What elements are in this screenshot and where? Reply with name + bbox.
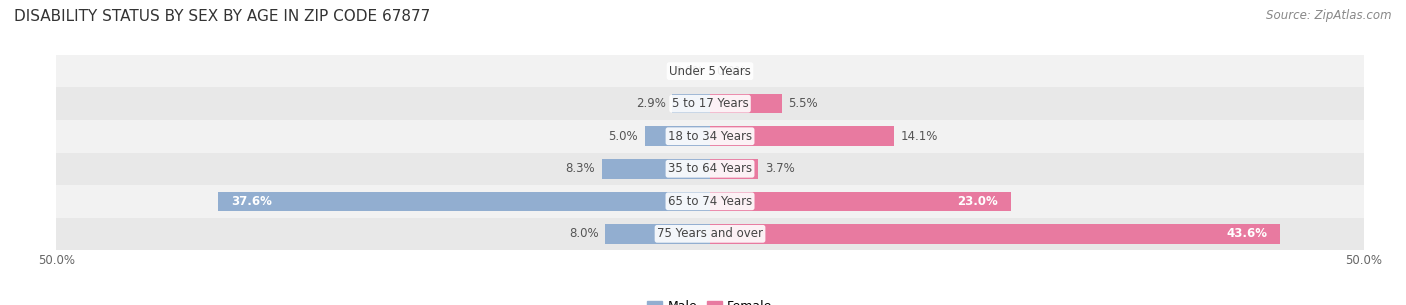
Text: 8.3%: 8.3%	[565, 162, 595, 175]
Text: 43.6%: 43.6%	[1226, 227, 1267, 240]
Bar	[710, 127, 894, 146]
Bar	[710, 159, 758, 178]
Text: 75 Years and over: 75 Years and over	[657, 227, 763, 240]
Text: 5.5%: 5.5%	[789, 97, 818, 110]
Text: Source: ZipAtlas.com: Source: ZipAtlas.com	[1267, 9, 1392, 22]
Text: 0.0%: 0.0%	[717, 65, 747, 78]
Text: 35 to 64 Years: 35 to 64 Years	[668, 162, 752, 175]
Bar	[710, 224, 1279, 244]
Bar	[710, 192, 1011, 211]
Bar	[56, 152, 1364, 185]
Text: 2.9%: 2.9%	[636, 97, 665, 110]
Bar	[644, 127, 710, 146]
Bar	[672, 94, 710, 113]
Bar	[606, 224, 710, 244]
Text: Under 5 Years: Under 5 Years	[669, 65, 751, 78]
Text: 18 to 34 Years: 18 to 34 Years	[668, 130, 752, 143]
Legend: Male, Female: Male, Female	[643, 295, 778, 305]
Text: 0.0%: 0.0%	[673, 65, 703, 78]
Bar	[56, 120, 1364, 152]
Bar	[56, 217, 1364, 250]
Bar	[710, 94, 782, 113]
Bar	[602, 159, 710, 178]
Text: 23.0%: 23.0%	[957, 195, 998, 208]
Bar	[218, 192, 710, 211]
Text: 37.6%: 37.6%	[232, 195, 273, 208]
Text: 5 to 17 Years: 5 to 17 Years	[672, 97, 748, 110]
Text: 8.0%: 8.0%	[569, 227, 599, 240]
Bar	[56, 88, 1364, 120]
Bar	[56, 55, 1364, 88]
Text: 14.1%: 14.1%	[901, 130, 938, 143]
Bar	[56, 185, 1364, 217]
Text: 5.0%: 5.0%	[609, 130, 638, 143]
Text: DISABILITY STATUS BY SEX BY AGE IN ZIP CODE 67877: DISABILITY STATUS BY SEX BY AGE IN ZIP C…	[14, 9, 430, 24]
Text: 3.7%: 3.7%	[765, 162, 794, 175]
Text: 65 to 74 Years: 65 to 74 Years	[668, 195, 752, 208]
